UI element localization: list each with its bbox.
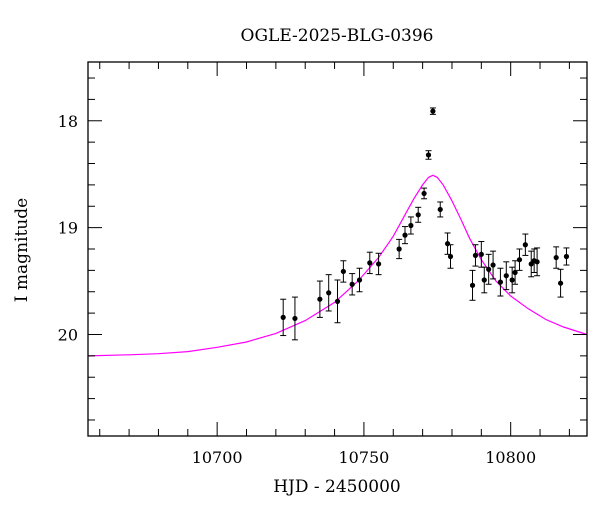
data-marker [430, 108, 436, 114]
data-marker [512, 269, 518, 276]
data-marker [317, 296, 323, 302]
data-point [444, 232, 451, 255]
data-marker [280, 314, 286, 320]
y-axis-label: I magnitude [12, 198, 32, 302]
x-axis-label: HJD - 2450000 [273, 477, 401, 497]
data-marker [481, 277, 487, 283]
data-marker [534, 259, 540, 265]
data-marker [447, 253, 454, 260]
data-marker [486, 266, 492, 272]
data-point [557, 268, 564, 298]
data-marker [292, 315, 298, 322]
data-marker [444, 241, 451, 247]
data-marker [497, 279, 504, 285]
x-tick-label: 10800 [485, 448, 536, 467]
data-marker [472, 252, 479, 259]
data-point [553, 246, 560, 269]
data-point [349, 273, 356, 296]
data-point [447, 244, 454, 269]
data-marker [326, 290, 332, 296]
data-marker [437, 206, 443, 213]
data-point [421, 187, 428, 200]
x-tick-label: 10750 [338, 448, 389, 467]
data-marker [522, 242, 528, 248]
y-tick-label: 19 [58, 219, 78, 238]
data-marker [396, 246, 402, 252]
data-point [340, 260, 347, 283]
data-marker [553, 254, 559, 261]
data-point [485, 253, 492, 285]
data-point [356, 267, 363, 293]
data-marker [478, 251, 484, 257]
data-point [325, 274, 332, 312]
data-point [497, 267, 504, 297]
data-point [509, 266, 516, 294]
data-points-layer [280, 107, 570, 341]
data-point [481, 266, 488, 294]
data-point [396, 238, 403, 260]
data-marker [402, 232, 408, 238]
data-point [402, 226, 409, 245]
data-marker [516, 257, 523, 263]
data-point [366, 251, 373, 275]
data-point [563, 247, 570, 266]
data-marker [408, 222, 414, 229]
data-point [375, 252, 382, 276]
data-marker [425, 152, 432, 158]
data-point [472, 244, 479, 267]
data-point [522, 233, 529, 256]
axis-ticks-layer [88, 62, 587, 436]
data-point [490, 250, 497, 280]
data-point [425, 150, 432, 160]
data-marker [334, 298, 341, 304]
data-point [429, 107, 436, 115]
y-tick-label: 18 [58, 112, 78, 131]
plot-frame [87, 61, 588, 437]
data-marker [490, 262, 496, 268]
model-fit-layer [87, 174, 588, 357]
data-point [512, 260, 519, 285]
data-marker [469, 282, 476, 288]
data-marker [415, 212, 421, 218]
data-marker [349, 281, 355, 287]
data-point [534, 247, 541, 277]
tick-labels-layer: 10700 10750 10800 18 19 20 [58, 112, 536, 467]
data-point [280, 298, 287, 337]
data-marker [356, 277, 363, 283]
data-marker [367, 260, 373, 266]
chart-title: OGLE-2025-BLG-0396 [241, 26, 434, 46]
data-marker [421, 190, 427, 197]
data-marker [340, 268, 346, 275]
data-point [415, 206, 422, 223]
data-marker [557, 280, 564, 286]
data-marker [503, 273, 509, 279]
data-marker [563, 253, 570, 260]
data-marker [375, 261, 382, 267]
model-curve [87, 174, 588, 357]
y-tick-label: 20 [58, 325, 78, 344]
data-point [334, 279, 341, 324]
data-point [316, 280, 323, 318]
data-marker [509, 277, 515, 283]
data-point [503, 261, 510, 291]
data-point [516, 248, 523, 271]
x-tick-label: 10700 [192, 448, 243, 467]
data-point [407, 216, 414, 235]
data-point [437, 201, 444, 218]
data-point [469, 269, 476, 301]
data-point [291, 296, 298, 341]
